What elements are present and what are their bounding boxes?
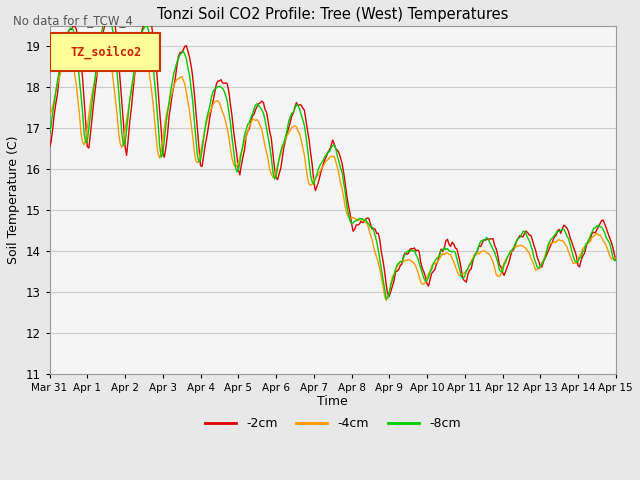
X-axis label: Time: Time <box>317 396 348 408</box>
Text: TZ_soilco2: TZ_soilco2 <box>70 45 142 59</box>
Y-axis label: Soil Temperature (C): Soil Temperature (C) <box>7 135 20 264</box>
Title: Tonzi Soil CO2 Profile: Tree (West) Temperatures: Tonzi Soil CO2 Profile: Tree (West) Temp… <box>157 7 508 22</box>
Legend: -2cm, -4cm, -8cm: -2cm, -4cm, -8cm <box>200 412 465 435</box>
FancyBboxPatch shape <box>49 33 160 71</box>
Text: No data for f_TCW_4: No data for f_TCW_4 <box>13 14 132 27</box>
